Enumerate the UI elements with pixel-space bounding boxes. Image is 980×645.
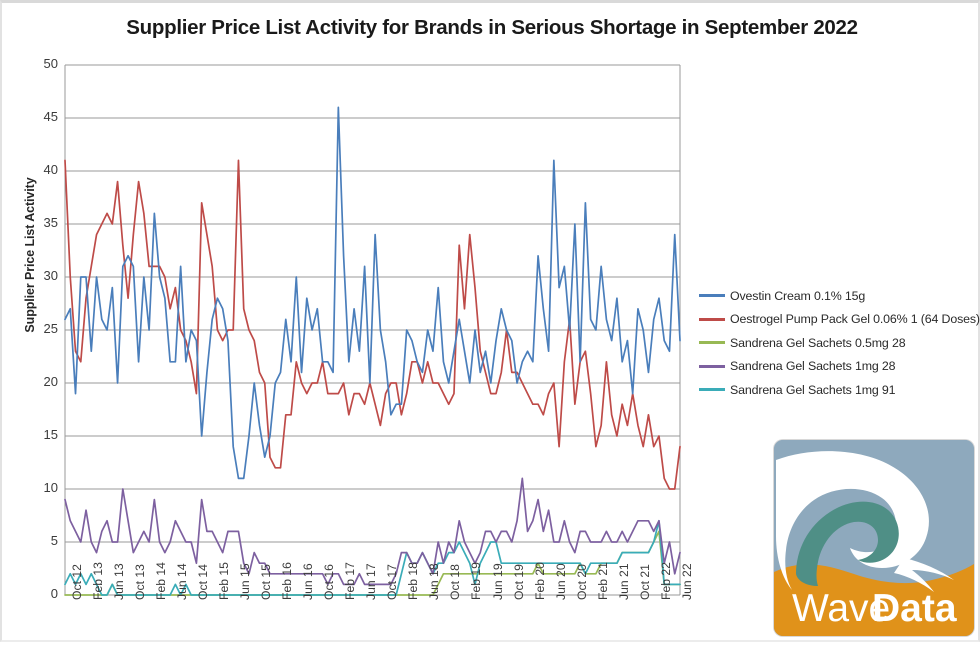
x-tick-label: Feb 19 — [469, 562, 484, 600]
x-tick-label: Jun 22 — [679, 563, 694, 600]
legend-item-label: Oestrogel Pump Pack Gel 0.06% 1 (64 Dose… — [730, 312, 980, 327]
x-tick-label: Oct 18 — [448, 564, 463, 600]
x-tick-label: Feb 15 — [217, 562, 232, 600]
series-line — [64, 159, 681, 490]
y-tick-label: 10 — [43, 480, 58, 495]
x-tick-label: Oct 19 — [511, 564, 526, 600]
y-tick-label: 20 — [43, 374, 58, 389]
legend-item-label: Sandrena Gel Sachets 1mg 28 — [730, 359, 896, 374]
chart-title: Supplier Price List Activity for Brands … — [126, 16, 858, 39]
series-line — [64, 106, 681, 480]
x-tick-label: Jun 13 — [112, 563, 127, 600]
x-tick-label: Oct 20 — [574, 564, 589, 600]
x-tick-label: Oct 21 — [637, 564, 652, 600]
logo-text-wave: Wave — [792, 587, 890, 630]
legend-color-swatch — [699, 388, 725, 392]
x-tick-label: Jun 15 — [238, 563, 253, 600]
y-axis-tick-labels: 0 5 10 15 20 25 30 35 40 45 50 — [20, 3, 58, 645]
x-tick-label: Feb 13 — [91, 562, 106, 600]
x-tick-label: Jun 16 — [301, 563, 316, 600]
x-tick-label: Feb 20 — [532, 562, 547, 600]
x-tick-label: Feb 21 — [595, 562, 610, 600]
y-tick-label: 30 — [43, 268, 58, 283]
x-tick-label: Feb 16 — [280, 562, 295, 600]
logo-wave-white — [776, 451, 929, 590]
y-tick-label: 45 — [43, 109, 58, 124]
x-tick-label: Jun 17 — [364, 563, 379, 600]
legend-item-label: Sandrena Gel Sachets 1mg 91 — [730, 382, 896, 397]
legend-item-label: Sandrena Gel Sachets 0.5mg 28 — [730, 335, 906, 350]
legend-color-swatch — [699, 294, 725, 298]
y-tick-label: 5 — [50, 533, 58, 548]
series-line — [64, 477, 681, 586]
legend-item-label: Ovestin Cream 0.1% 15g — [730, 288, 866, 303]
x-tick-label: Jun 19 — [490, 563, 505, 600]
logo-wave-inner — [796, 501, 899, 586]
wavedata-logo-graphic: Wave Data — [774, 440, 974, 636]
x-tick-label: Oct 17 — [385, 564, 400, 600]
x-tick-label: Jun 18 — [427, 563, 442, 600]
chart-legend: Ovestin Cream 0.1% 15g Oestrogel Pump Pac… — [699, 284, 980, 402]
wavedata-logo: Wave Data — [774, 440, 974, 636]
legend-item[interactable]: Sandrena Gel Sachets 1mg 28 — [699, 355, 980, 379]
legend-item[interactable]: Oestrogel Pump Pack Gel 0.06% 1 (64 Dose… — [699, 308, 980, 332]
x-tick-label: Feb 22 — [658, 562, 673, 600]
legend-item[interactable]: Sandrena Gel Sachets 1mg 91 — [699, 378, 980, 402]
y-tick-label: 25 — [43, 321, 58, 336]
logo-text-data: Data — [872, 587, 957, 630]
x-tick-label: Feb 18 — [406, 562, 421, 600]
x-tick-label: Feb 14 — [154, 562, 169, 600]
series-lines — [64, 106, 681, 596]
x-tick-label: Oct 13 — [133, 564, 148, 600]
x-tick-label: Oct 14 — [196, 564, 211, 600]
x-tick-label: Feb 17 — [343, 562, 358, 600]
legend-color-swatch — [699, 317, 725, 321]
x-tick-label: Jun 20 — [553, 563, 568, 600]
legend-item[interactable]: Sandrena Gel Sachets 0.5mg 28 — [699, 331, 980, 355]
y-tick-label: 15 — [43, 427, 58, 442]
x-tick-label: Oct 12 — [70, 564, 84, 600]
legend-color-swatch — [699, 364, 725, 368]
y-tick-label: 40 — [43, 162, 58, 177]
series-line — [64, 519, 681, 596]
logo-wave-spray — [894, 558, 954, 592]
y-tick-label: 35 — [43, 215, 58, 230]
legend-color-swatch — [699, 341, 725, 345]
y-tick-label: 50 — [43, 56, 58, 71]
x-tick-label: Jun 14 — [175, 563, 190, 600]
y-tick-label: 0 — [50, 586, 58, 601]
x-tick-label: Oct 16 — [322, 564, 337, 600]
x-tick-label: Jun 21 — [616, 563, 631, 600]
legend-item[interactable]: Ovestin Cream 0.1% 15g — [699, 284, 980, 308]
x-tick-label: Oct 15 — [259, 564, 274, 600]
plot-area — [64, 64, 681, 596]
